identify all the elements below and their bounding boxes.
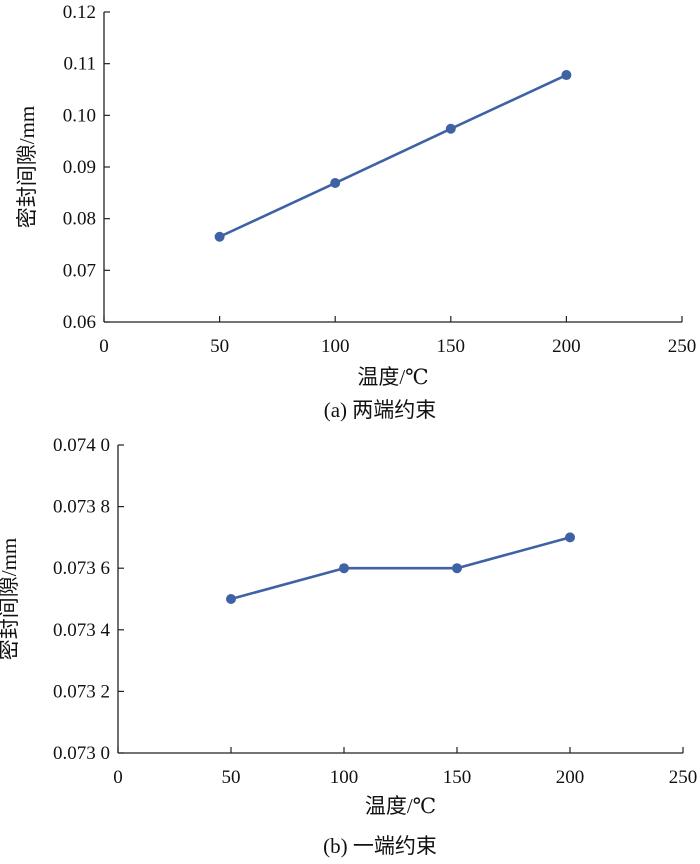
x-tick-label: 150 [437,336,466,357]
y-tick-label: 0.073 0 [53,743,110,764]
x-tick-label: 250 [669,767,698,788]
data-point [452,563,462,574]
data-point [339,563,349,574]
x-tick-label: 200 [556,767,585,788]
x-axis-title: 温度/℃ [365,794,436,818]
y-tick-label: 0.073 8 [53,497,110,518]
y-tick-label: 0.06 [63,312,96,333]
y-axis-title: 密封间隙/mm [15,106,39,229]
x-tick-label: 50 [210,336,229,357]
x-tick-label: 250 [668,336,697,357]
y-tick-label: 0.073 2 [53,681,110,702]
data-point [226,594,236,604]
chart-a: 0.06 0.07 0.08 0.09 0.10 0.11 0.12 0 50 100 150 200… [15,2,696,422]
y-tick-label: 0.073 4 [53,620,111,641]
series-line [219,73,567,238]
x-tick-label: 100 [330,767,359,788]
y-tick-label: 0.12 [63,2,96,23]
chart-caption: (a) 两端约束 [324,398,437,422]
y-tick-label: 0.09 [63,157,96,178]
x-axis-title: 温度/℃ [357,365,428,389]
data-point [330,178,341,189]
y-tick-label: 0.073 6 [53,558,110,579]
y-axis-title: 密封间隙/mm [0,538,21,661]
data-point [561,70,572,81]
x-tick-label: 0 [113,767,123,788]
x-tick-label: 50 [222,767,241,788]
x-tick-label: 150 [443,767,472,788]
chart-caption: (b) 一端约束 [323,834,437,858]
y-tick-label: 0.08 [63,209,96,230]
y-tick-label: 0.07 [63,260,96,281]
x-tick-label: 100 [321,336,350,357]
y-tick-label: 0.11 [63,54,96,75]
data-point [214,231,225,242]
y-tick-label: 0.10 [63,105,96,126]
x-tick-label: 200 [552,336,581,357]
y-tick-label: 0.074 0 [53,435,110,456]
x-tick-label: 0 [99,336,109,357]
data-point [445,123,456,134]
chart-b: 0.073 0 0.073 2 0.073 4 0.073 6 0.073 8 0.074… [0,435,697,858]
series-line [230,536,571,601]
data-point [565,532,575,543]
